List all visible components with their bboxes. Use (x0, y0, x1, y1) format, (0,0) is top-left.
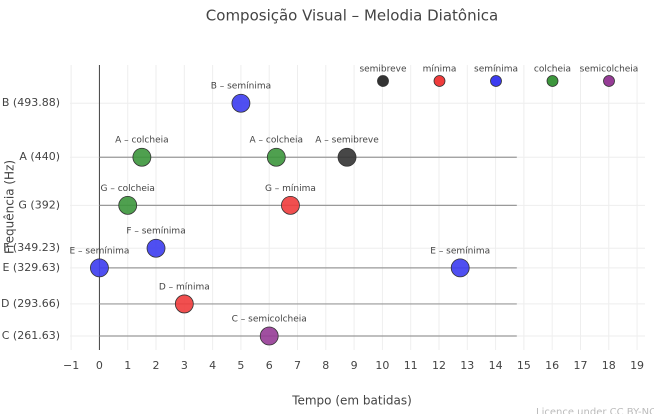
point-label: E – semínima (430, 246, 490, 256)
x-tick-label: 15 (517, 359, 531, 372)
point (90, 258, 109, 278)
x-tick-label: 19 (630, 359, 644, 372)
point (231, 93, 251, 113)
point-label: C – semicolcheia (232, 315, 307, 325)
x-tick-label: 3 (181, 359, 188, 372)
point (132, 147, 152, 167)
legend-marker (490, 75, 502, 87)
x-tick-label: 2 (153, 359, 160, 372)
point (337, 147, 357, 167)
y-tick-label: C (261.63) (2, 329, 60, 342)
point (146, 238, 166, 258)
y-tick-label: A (440) (19, 150, 60, 163)
legend-label: mínima (423, 65, 457, 75)
legend-label: semicolcheia (580, 65, 639, 75)
x-tick-label: 4 (209, 359, 216, 372)
x-tick-label: 17 (573, 359, 587, 372)
chart-title: Composição Visual – Melodia Diatônica (206, 7, 498, 25)
x-tick-label: 14 (489, 359, 503, 372)
point-label: D – mínima (159, 282, 210, 292)
x-tick-label: 9 (351, 359, 358, 372)
x-tick-label: 7 (294, 359, 301, 372)
footer: Licence under CC BY-NC (536, 407, 654, 414)
point-label: A – semibreve (315, 136, 379, 146)
point-label: F – semínima (126, 227, 185, 237)
legend-label: colcheia (534, 65, 571, 75)
legend-label: semínima (474, 65, 518, 75)
point (266, 147, 286, 167)
x-tick-label: 5 (237, 359, 244, 372)
point (281, 195, 300, 215)
x-tick-label: 12 (432, 359, 446, 372)
x-tick-label: 18 (602, 359, 616, 372)
x-tick-label: 6 (266, 359, 273, 372)
legend-label: semibreve (359, 65, 407, 75)
legend-marker (377, 75, 389, 87)
y-tick-label: F (349.23) (3, 241, 60, 254)
legend-marker (603, 75, 615, 87)
x-tick-label: 1 (124, 359, 131, 372)
point (450, 258, 470, 278)
x-tick-label: 16 (545, 359, 559, 372)
point-label: A – colcheia (115, 136, 169, 146)
legend-marker (546, 75, 559, 87)
point-label: B – semínima (211, 82, 271, 92)
point-label: A – colcheia (250, 136, 304, 146)
y-tick-label: E (329.63) (2, 261, 60, 274)
x-tick-label: 13 (460, 359, 474, 372)
point-label: G – colcheia (101, 184, 155, 194)
legend-marker (433, 75, 446, 87)
y-tick-label: B (493.88) (2, 96, 60, 109)
point (259, 326, 279, 346)
point-label: E – semínima (69, 246, 129, 256)
x-tick-label: −1 (63, 359, 79, 372)
y-tick-label: D (293.66) (1, 297, 60, 310)
x-tick-label: 0 (96, 359, 103, 372)
x-tick-label: 10 (375, 359, 389, 372)
x-tick-label: 8 (322, 359, 329, 372)
x-axis-title: Tempo (em batidas) (291, 394, 412, 408)
x-tick-label: 11 (404, 359, 418, 372)
point (174, 294, 194, 314)
y-axis-title: Frequência (Hz) (3, 160, 17, 254)
point (118, 195, 138, 215)
point-label: G – mínima (265, 184, 316, 194)
y-tick-label: G (392) (18, 198, 60, 211)
